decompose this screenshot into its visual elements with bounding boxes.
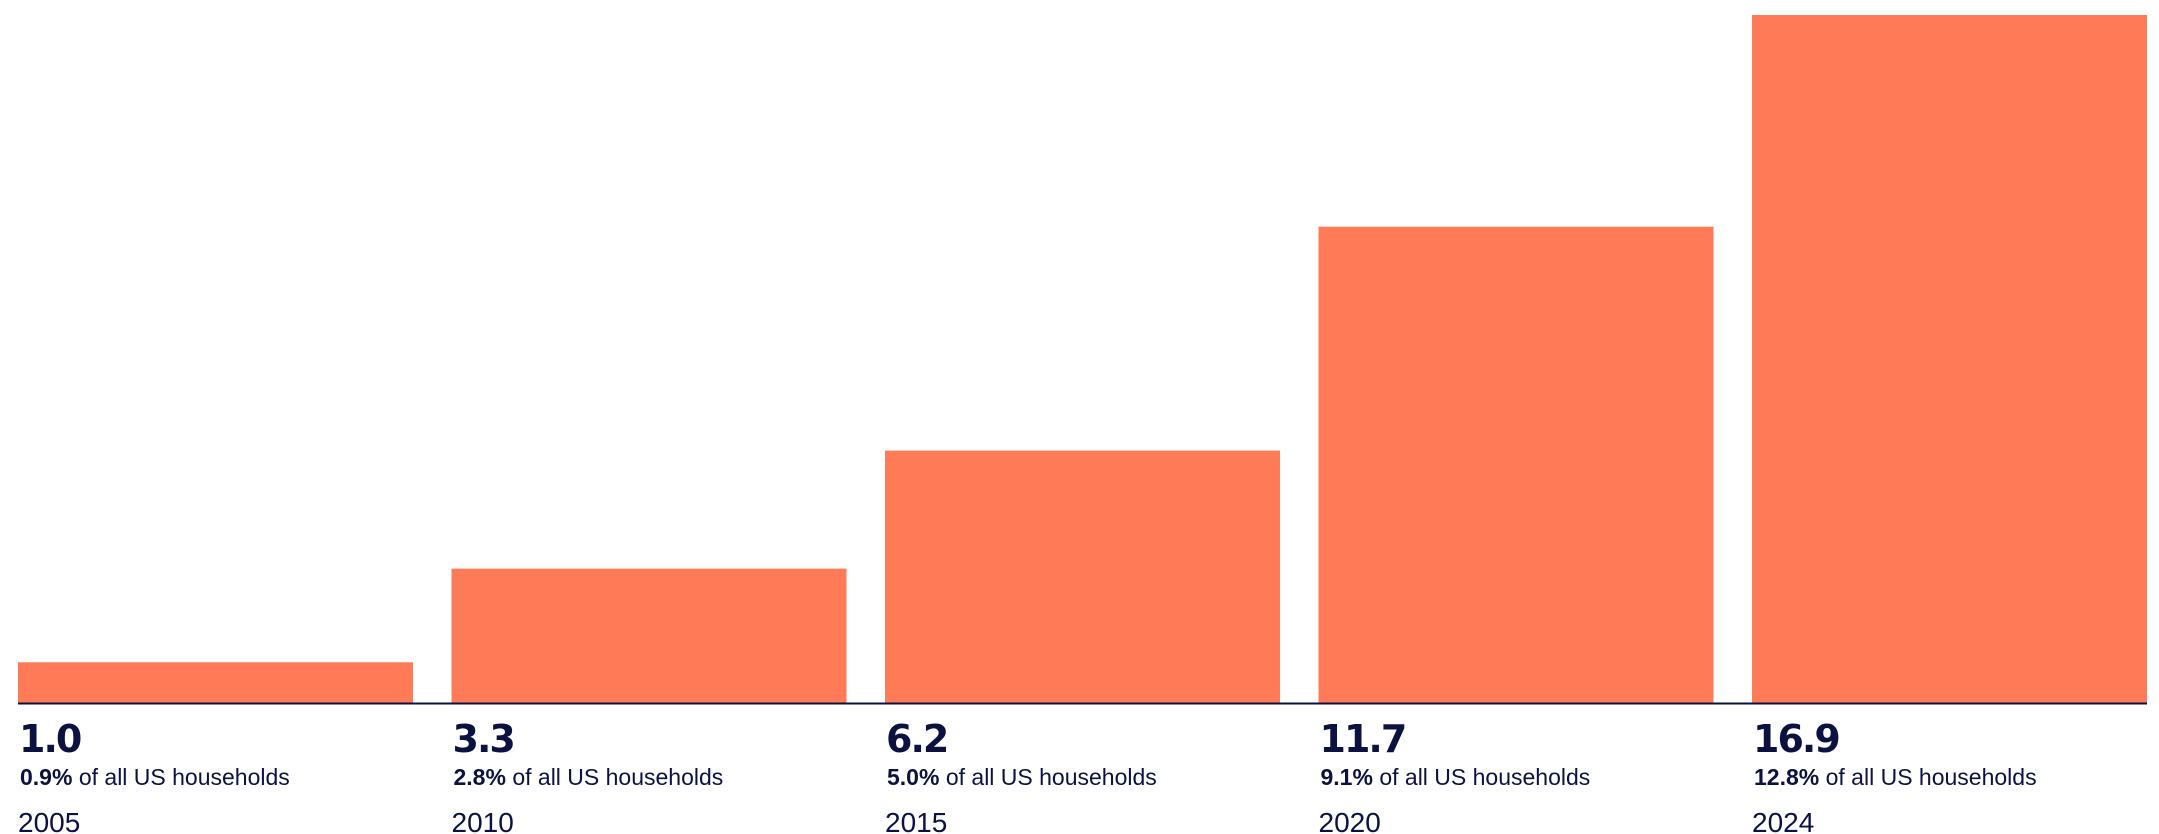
category-label-2015: 2015 (885, 807, 947, 834)
share-suffix: of all US households (506, 764, 723, 790)
value-label-2020: 11.7 (1320, 717, 1406, 761)
share-percent: 5.0% (887, 764, 939, 790)
bar-2024 (1752, 15, 2147, 703)
value-label-2005: 1.0 (19, 717, 81, 761)
share-suffix: of all US households (939, 764, 1156, 790)
share-label-2024: 12.8% of all US households (1754, 764, 2037, 790)
bar-2015 (885, 450, 1280, 703)
value-label-2015: 6.2 (886, 717, 947, 761)
category-label-2020: 2020 (1319, 807, 1381, 834)
share-percent: 12.8% (1754, 764, 1819, 790)
bar-2020 (1318, 226, 1714, 703)
value-label-2010: 3.3 (453, 717, 514, 761)
value-label-2024: 16.9 (1753, 717, 1839, 761)
share-label-2015: 5.0% of all US households (887, 764, 1157, 790)
share-suffix: of all US households (72, 764, 289, 790)
bars-layer (18, 15, 2147, 703)
category-label-2024: 2024 (1752, 807, 1814, 834)
share-suffix: of all US households (1819, 764, 2036, 790)
share-percent: 0.9% (20, 764, 72, 790)
category-label-2005: 2005 (18, 807, 80, 834)
category-label-2010: 2010 (452, 807, 514, 834)
share-suffix: of all US households (1373, 764, 1590, 790)
bar-2005 (18, 662, 413, 703)
share-percent: 9.1% (1321, 764, 1373, 790)
share-label-2010: 2.8% of all US households (454, 764, 724, 790)
share-percent: 2.8% (454, 764, 506, 790)
share-label-2005: 0.9% of all US households (20, 764, 290, 790)
share-label-2020: 9.1% of all US households (1321, 764, 1591, 790)
bar-2010 (451, 568, 847, 703)
labels-layer: 1.0 0.9% of all US households 2005 3.3 2.8% … (18, 717, 2037, 834)
